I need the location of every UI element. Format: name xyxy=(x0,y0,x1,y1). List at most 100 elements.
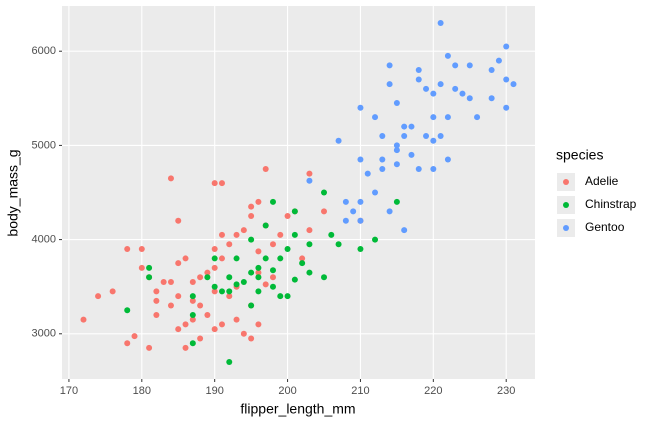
point xyxy=(328,231,335,238)
point xyxy=(233,281,240,288)
point xyxy=(124,340,131,347)
point xyxy=(452,62,459,69)
point xyxy=(240,227,247,234)
point xyxy=(182,255,189,262)
point xyxy=(503,43,510,50)
point xyxy=(211,264,218,271)
point xyxy=(321,189,328,196)
point xyxy=(124,246,131,253)
point xyxy=(306,177,313,184)
point xyxy=(255,321,262,328)
point xyxy=(408,123,415,130)
panel xyxy=(62,6,535,379)
legend-label: Adelie xyxy=(585,174,619,188)
point xyxy=(131,333,138,340)
point xyxy=(510,81,517,88)
legend-marker xyxy=(563,225,569,231)
point xyxy=(364,170,371,177)
point xyxy=(350,208,357,215)
point xyxy=(277,293,284,300)
point xyxy=(277,255,284,262)
point xyxy=(284,213,291,220)
point xyxy=(423,132,430,139)
point xyxy=(189,340,196,347)
point xyxy=(248,269,255,276)
point xyxy=(408,151,415,158)
point xyxy=(255,248,262,255)
point xyxy=(211,283,218,290)
point xyxy=(240,330,247,337)
point xyxy=(386,62,393,69)
point xyxy=(167,302,174,309)
point xyxy=(503,104,510,111)
point xyxy=(379,156,386,163)
point xyxy=(262,222,269,229)
point xyxy=(226,274,233,281)
y-tick-label: 6000 xyxy=(32,45,56,57)
point xyxy=(372,189,379,196)
point xyxy=(269,274,276,281)
point xyxy=(474,114,481,121)
point xyxy=(138,246,145,253)
point xyxy=(386,208,393,215)
point xyxy=(466,62,473,69)
point xyxy=(211,246,218,253)
x-tick-label: 170 xyxy=(60,385,78,397)
point xyxy=(357,156,364,163)
point xyxy=(321,208,328,215)
point xyxy=(182,344,189,351)
point xyxy=(218,321,225,328)
point xyxy=(211,180,218,187)
point xyxy=(437,81,444,88)
point xyxy=(357,104,364,111)
x-tick-label: 200 xyxy=(278,385,296,397)
point xyxy=(459,90,466,97)
point xyxy=(393,198,400,205)
point xyxy=(175,260,182,267)
point xyxy=(262,165,269,172)
point xyxy=(415,67,422,74)
point xyxy=(284,293,291,300)
point xyxy=(299,255,306,262)
y-tick-label: 5000 xyxy=(32,139,56,151)
point xyxy=(372,114,379,121)
point xyxy=(218,180,225,187)
y-tick-label: 3000 xyxy=(32,328,56,340)
point xyxy=(262,255,269,262)
point xyxy=(262,281,269,288)
point xyxy=(248,302,255,309)
point xyxy=(248,203,255,210)
point xyxy=(109,288,116,295)
point xyxy=(393,142,400,149)
point xyxy=(415,76,422,83)
point xyxy=(189,297,196,304)
x-tick-label: 180 xyxy=(133,385,151,397)
point xyxy=(444,156,451,163)
point xyxy=(160,278,167,285)
point xyxy=(153,297,160,304)
point xyxy=(393,161,400,168)
point xyxy=(291,231,298,238)
point xyxy=(488,95,495,102)
point xyxy=(175,326,182,333)
point xyxy=(357,198,364,205)
point xyxy=(437,19,444,26)
point xyxy=(255,274,262,281)
x-tick-label: 230 xyxy=(497,385,515,397)
legend-title: species xyxy=(556,147,603,163)
point xyxy=(175,217,182,224)
point xyxy=(138,264,145,271)
point xyxy=(218,231,225,238)
point xyxy=(335,241,342,248)
point xyxy=(218,255,225,262)
point xyxy=(335,137,342,144)
legend-label: Gentoo xyxy=(585,220,625,234)
point xyxy=(423,85,430,92)
point xyxy=(204,311,211,318)
point xyxy=(189,278,196,285)
point xyxy=(284,246,291,253)
point xyxy=(401,123,408,130)
point xyxy=(393,147,400,154)
